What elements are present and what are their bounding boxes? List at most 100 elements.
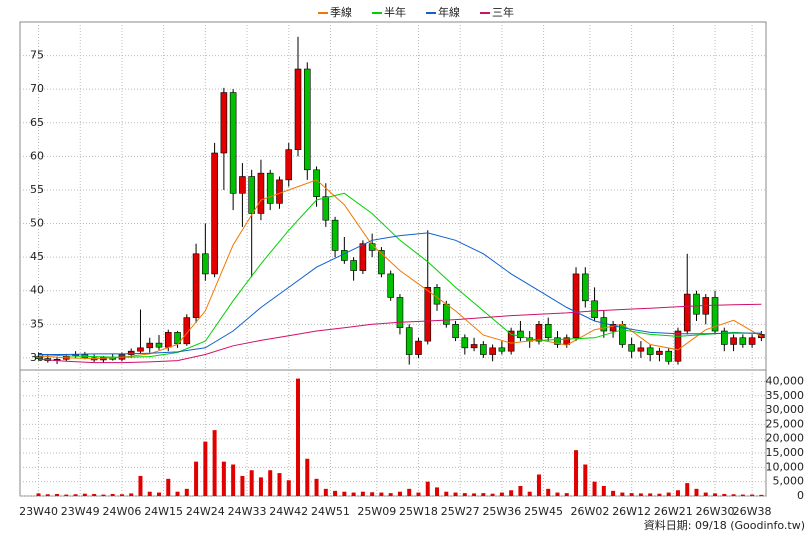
candle-body [211, 152, 218, 275]
candle-body [646, 347, 654, 355]
volume-bar [101, 494, 106, 496]
volume-bar [722, 493, 727, 496]
volume-bar [703, 492, 708, 496]
candle-body [591, 300, 598, 318]
candle-body [461, 337, 469, 349]
volume-bar [685, 483, 690, 496]
y-tick-label: 50 [30, 217, 44, 230]
volume-bar [286, 480, 291, 496]
volume-bar [388, 493, 393, 496]
volume-bar [611, 490, 616, 496]
candle-body [730, 337, 737, 345]
x-tick-label: 24W06 [103, 505, 142, 518]
volume-bar [416, 492, 421, 496]
volume-bar [527, 491, 532, 496]
candle-body [470, 344, 478, 349]
candle-body [683, 293, 691, 332]
volume-bar [555, 492, 560, 496]
candle-body [572, 273, 580, 339]
x-tick-label: 24W33 [228, 505, 267, 518]
volume-bar [740, 494, 745, 496]
volume-bar [147, 491, 152, 496]
volume-bar [657, 493, 662, 496]
y-tick-label: 55 [30, 183, 44, 196]
candle-body [331, 219, 339, 251]
candle-body [35, 356, 42, 359]
volume-bar [759, 494, 764, 496]
volume-bar [564, 493, 569, 496]
volume-bar [462, 493, 467, 496]
candle-body [155, 342, 163, 348]
ma-line [38, 232, 762, 355]
volume-bar [55, 493, 60, 496]
volume-bar [546, 488, 551, 496]
volume-bar [435, 487, 440, 496]
candle-body [294, 68, 302, 150]
volume-bar [166, 478, 171, 496]
candle-body [656, 350, 663, 355]
candle-body [359, 243, 367, 271]
candle-body [276, 179, 283, 204]
volume-bar [175, 491, 180, 496]
volume-bar [648, 493, 653, 496]
candle-body [378, 250, 385, 275]
candle-body [507, 330, 515, 352]
volume-bar [444, 491, 449, 496]
candle-body [517, 330, 524, 339]
ma-line [38, 179, 762, 360]
y2-tick-label: 30,000 [766, 403, 805, 416]
volume-bar [518, 485, 523, 496]
volume-bar [157, 492, 162, 496]
x-tick-label: 23W40 [19, 505, 58, 518]
candle-body [609, 324, 617, 332]
volume-bar [397, 491, 402, 496]
candle-body [637, 347, 645, 352]
volume-bar [370, 492, 375, 496]
candle-body [387, 273, 394, 298]
x-tick-label: 24W51 [311, 505, 350, 518]
volume-bar [713, 493, 718, 496]
candle-body [146, 342, 154, 349]
volume-bar [536, 474, 541, 496]
volume-bar [601, 485, 606, 496]
candle-body [554, 337, 561, 345]
volume-bar [258, 477, 263, 496]
volume-bar [379, 492, 384, 496]
candle-body [257, 172, 265, 214]
x-tick-label: 25W09 [357, 505, 396, 518]
x-tick-label: 26W02 [570, 505, 609, 518]
y-tick-label: 65 [30, 116, 44, 129]
y2-tick-label: 15,000 [766, 446, 805, 459]
candle-body [711, 297, 719, 332]
volume-bar [490, 493, 495, 496]
candle-body [480, 344, 487, 355]
x-tick-label: 25W45 [524, 505, 563, 518]
volume-bar [212, 430, 217, 496]
x-tick-label: 24W24 [186, 505, 225, 518]
candle-body [313, 169, 320, 197]
candle-body [405, 327, 413, 355]
volume-bar [638, 493, 643, 496]
candle-body [248, 176, 255, 214]
volume-bar [323, 488, 328, 496]
volume-bar [249, 470, 254, 496]
volume-bar [481, 493, 486, 496]
volume-bar [203, 441, 208, 496]
candle-body [563, 337, 571, 345]
volume-bar [731, 494, 736, 496]
y-tick-label: 35 [30, 317, 44, 330]
volume-bar [240, 475, 245, 496]
volume-bar [305, 458, 310, 496]
candle-body [544, 324, 552, 339]
x-tick-label: 26W30 [696, 505, 735, 518]
candle-body [239, 176, 246, 194]
y2-tick-label: 40,000 [766, 374, 805, 387]
candle-body [674, 330, 682, 362]
candle-body [350, 260, 357, 271]
candle-body [535, 324, 543, 342]
y-tick-label: 40 [30, 284, 44, 297]
volume-bar [129, 493, 134, 496]
volume-bar [314, 478, 319, 496]
